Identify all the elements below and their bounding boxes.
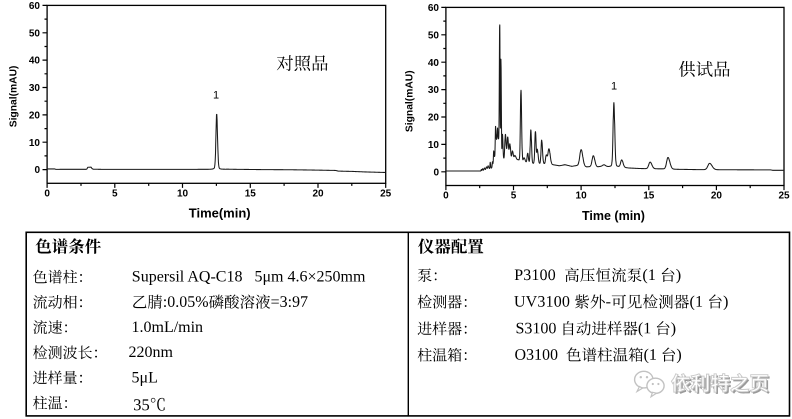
svg-text:5: 5 [112, 189, 118, 200]
svg-text:0: 0 [44, 189, 50, 200]
svg-text:10: 10 [428, 140, 440, 151]
svg-text:0: 0 [443, 191, 449, 202]
svg-text:1: 1 [611, 81, 617, 93]
svg-text:30: 30 [428, 85, 440, 96]
svg-text:40: 40 [428, 58, 440, 69]
svg-text:0: 0 [433, 167, 439, 178]
svg-text:10: 10 [177, 189, 189, 200]
svg-text:50: 50 [428, 30, 440, 41]
svg-text:60: 60 [29, 1, 41, 12]
svg-text:25: 25 [778, 191, 790, 202]
svg-text:20: 20 [428, 113, 440, 124]
svg-text:15: 15 [245, 189, 257, 200]
svg-text:Signal(mAU): Signal(mAU) [404, 70, 415, 132]
svg-text:25: 25 [380, 189, 392, 200]
svg-text:20: 20 [711, 191, 723, 202]
svg-text:20: 20 [312, 189, 324, 200]
svg-text:5: 5 [511, 191, 517, 202]
svg-text:1.0mL/min: 1.0mL/min [132, 319, 204, 336]
svg-text:10: 10 [576, 191, 588, 202]
svg-text:1: 1 [213, 90, 219, 102]
svg-text:Time (min): Time (min) [582, 209, 645, 223]
svg-text:0: 0 [34, 165, 40, 176]
svg-text:Supersil AQ-C18 5μm 4.6×250m: Supersil AQ-C18 5μm 4.6×250mm [132, 269, 366, 286]
svg-text:220nm: 220nm [129, 344, 174, 361]
svg-text:30: 30 [29, 83, 41, 94]
svg-text:60: 60 [428, 3, 440, 14]
svg-text:15: 15 [643, 191, 655, 202]
svg-text:Time(min): Time(min) [189, 206, 251, 221]
svg-text:10: 10 [29, 138, 41, 149]
svg-text:Signal(mAU): Signal(mAU) [8, 66, 19, 128]
svg-text:40: 40 [29, 56, 41, 67]
svg-text:50: 50 [29, 28, 41, 39]
svg-text:20: 20 [29, 111, 41, 122]
svg-text:5μL: 5μL [132, 369, 158, 386]
